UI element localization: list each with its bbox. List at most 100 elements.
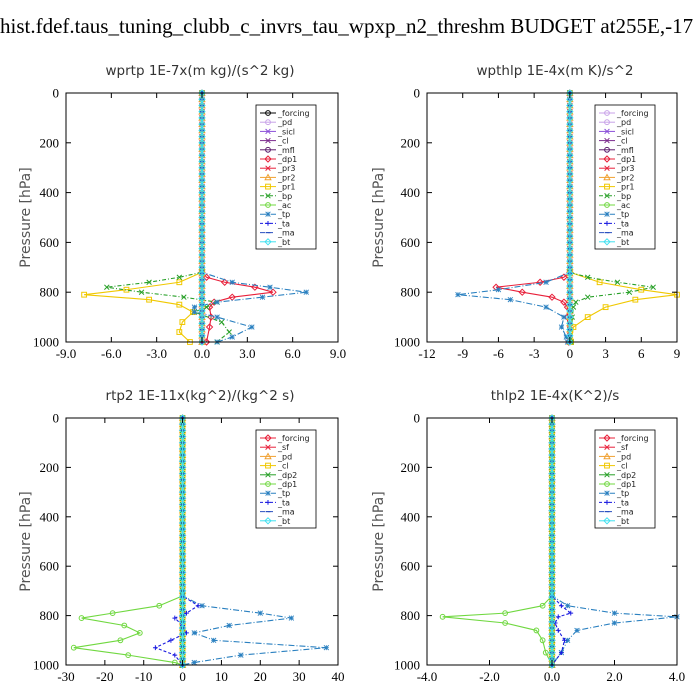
legend-marker xyxy=(265,165,271,171)
data-point xyxy=(184,610,189,616)
data-point xyxy=(117,637,124,644)
legend-item-dp1: _dp1 xyxy=(599,155,636,164)
legend-label: _cl xyxy=(277,462,289,471)
legend-item-forcing: _forcing xyxy=(260,109,310,118)
y-axis-label: Pressure [hPa] xyxy=(18,167,34,267)
legend-item-sicl: _sicl xyxy=(599,127,634,136)
data-point xyxy=(176,329,183,335)
legend-marker xyxy=(265,444,271,450)
series-dp1 xyxy=(439,415,555,668)
data-point xyxy=(176,274,183,281)
legend-label: _ta xyxy=(277,219,290,228)
y-axis-label: Pressure [hPa] xyxy=(371,167,387,267)
y-tick-label: 800 xyxy=(401,608,421,623)
series-bt xyxy=(566,89,574,346)
legend-marker xyxy=(265,211,271,217)
data-point xyxy=(288,615,295,621)
data-point xyxy=(259,294,266,300)
x-tick-label: 40 xyxy=(332,669,345,684)
legend-label: _ma xyxy=(616,229,634,238)
data-point xyxy=(539,602,546,609)
legend-marker xyxy=(265,137,271,144)
y-tick-label: 600 xyxy=(40,559,60,574)
legend-item-forcing: _forcing xyxy=(260,434,310,443)
data-point xyxy=(229,334,235,340)
x-tick-label: 20 xyxy=(254,669,267,684)
data-point xyxy=(507,296,514,303)
legend-item-dp2: _dp2 xyxy=(260,471,297,480)
chart-panel-2: wpthlp 1E-4x(m K)/s^2 Pressure [hPa] -12 -9… xyxy=(371,63,680,361)
data-point xyxy=(562,637,567,643)
legend-label: _dp1 xyxy=(277,155,297,164)
chart-title: rtp2 1E-11x(kg^2)/(kg^2 s) xyxy=(106,388,295,404)
data-point xyxy=(632,296,639,303)
legend-label: _pr1 xyxy=(616,183,634,192)
legend-item-pd: _pd xyxy=(260,452,292,461)
legend-label: _pr3 xyxy=(616,164,634,173)
legend-item-ta: _ta xyxy=(599,498,629,507)
legend-item-bt: _bt xyxy=(599,238,629,247)
legend-marker xyxy=(265,202,271,208)
x-tick-label: -3 xyxy=(529,346,540,361)
legend-label: _sicl xyxy=(277,127,295,136)
data-point xyxy=(81,291,88,298)
data-point xyxy=(229,279,235,285)
data-point xyxy=(214,299,220,305)
x-tick-label: 0.0 xyxy=(544,669,560,684)
legend-item-ma: _ma xyxy=(599,508,634,517)
data-point xyxy=(172,615,178,621)
page-title: hist.fdef.taus_tuning_clubb_c_invrs_tau_… xyxy=(0,14,694,38)
data-point xyxy=(558,324,565,330)
legend-item-mfl: _mfl xyxy=(599,146,634,155)
data-point xyxy=(191,304,198,310)
y-tick-label: 600 xyxy=(401,559,421,574)
legend-marker xyxy=(604,137,610,144)
x-tick-label: -30 xyxy=(57,669,74,684)
x-tick-label: -6.0 xyxy=(101,346,122,361)
data-point xyxy=(121,622,128,629)
x-tick-label: -10 xyxy=(135,669,152,684)
legend-item-bp: _bp xyxy=(599,192,631,201)
legend-marker xyxy=(264,155,272,163)
legend-marker xyxy=(603,517,611,525)
series-ta xyxy=(152,415,201,668)
y-tick-label: 400 xyxy=(401,509,421,524)
legend: _forcing_pd_sicl_cl_mfl_dp1_pr3_pr2_pr1_… xyxy=(255,104,317,250)
data-point xyxy=(191,309,198,315)
data-point xyxy=(138,289,145,295)
legend-label: _sf xyxy=(616,443,628,452)
legend-label: _bp xyxy=(277,192,292,201)
legend-label: _bt xyxy=(616,517,629,526)
legend-item-pd: _pd xyxy=(599,118,631,127)
data-point xyxy=(584,294,591,300)
series-pr1 xyxy=(81,90,205,345)
legend-marker xyxy=(604,444,610,450)
legend-marker xyxy=(265,119,271,126)
series-line xyxy=(442,418,553,666)
data-point xyxy=(176,279,183,286)
data-point xyxy=(584,274,591,281)
legend-marker xyxy=(604,165,610,171)
legend-label: _dp2 xyxy=(277,471,297,480)
legend-item-ta: _ta xyxy=(260,498,290,507)
legend-marker xyxy=(265,128,271,135)
legend-marker xyxy=(265,490,271,496)
y-tick-label: 1000 xyxy=(33,658,59,673)
legend-marker xyxy=(265,472,271,478)
legend-label: _forcing xyxy=(277,109,310,118)
data-point xyxy=(205,323,214,331)
legend-label: _bt xyxy=(277,238,290,247)
y-tick-label: 1000 xyxy=(33,335,59,350)
data-point xyxy=(323,644,330,651)
y-tick-label: 0 xyxy=(414,86,421,101)
legend: _forcing_pd_sicl_cl_mfl_dp1_pr3_pr2_pr1_… xyxy=(594,104,656,250)
y-tick-label: 200 xyxy=(40,460,60,475)
x-tick-label: 0 xyxy=(567,346,574,361)
legend: _forcing_sf_pd_cl_dp2_dp1_tp_ta_ma_bt xyxy=(255,429,317,529)
y-tick-label: 800 xyxy=(401,285,421,300)
y-tick-label: 600 xyxy=(40,235,60,250)
data-point xyxy=(195,603,201,609)
x-tick-label: 0.0 xyxy=(194,346,210,361)
data-point xyxy=(611,610,618,616)
x-tick-label: 9.0 xyxy=(330,346,346,361)
